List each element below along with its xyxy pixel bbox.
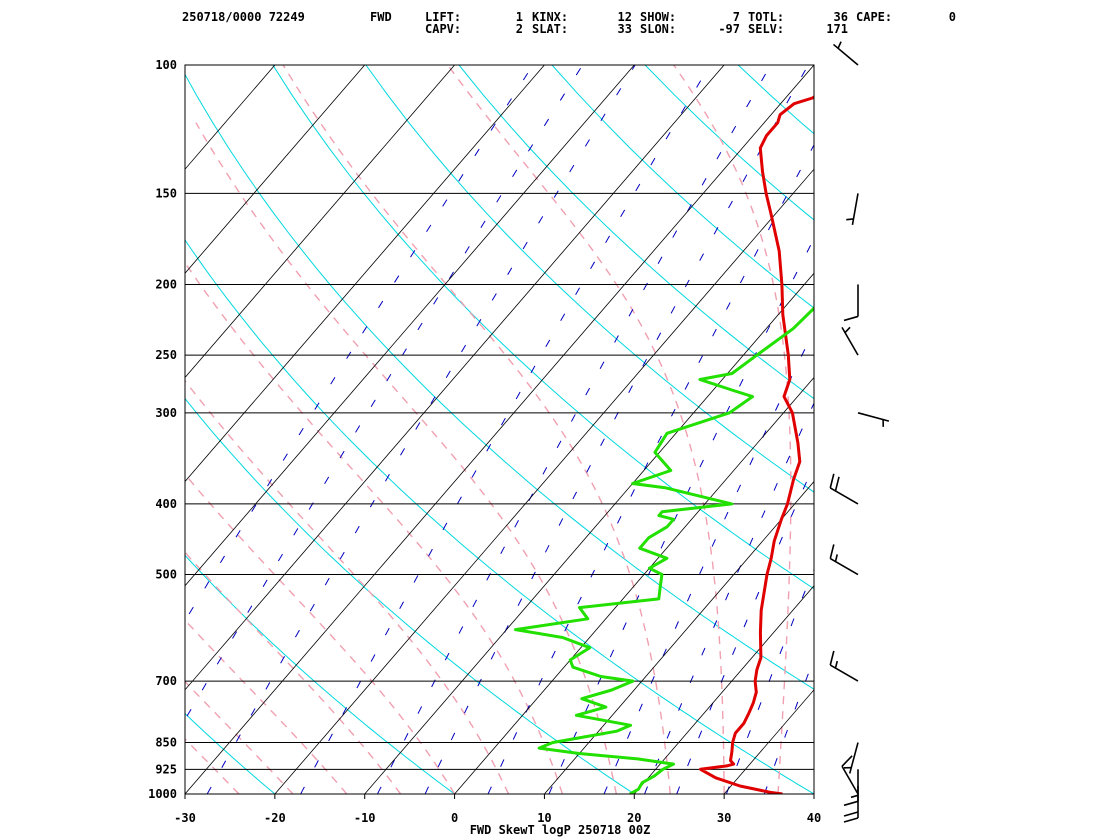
moist-adiabat-line [673,65,792,794]
pressure-tick-label: 250 [155,348,177,362]
temperature-tick-label: 30 [717,811,731,825]
isotherm-line [185,65,276,170]
temperature-tick-label: 40 [807,811,821,825]
pressure-tick-label: 100 [155,58,177,72]
index-label-slon: SLON: [640,22,677,36]
wind-barb [832,41,859,66]
index-value-cape: 0 [948,10,956,24]
wind-barb [841,326,859,356]
index-label-totl: TOTL: [748,10,785,24]
pressure-tick-label: 700 [155,674,177,688]
temperature-profile-line [699,95,814,794]
index-label-cape: CAPE: [856,10,893,24]
mixing-ratio-line [206,65,636,794]
isotherm-line [633,585,814,794]
isotherm-line [544,480,814,794]
isotherm-line [274,168,814,794]
moist-adiabat-line [185,379,510,794]
pressure-tick-label: 925 [155,762,177,776]
pressure-tick-label: 500 [155,568,177,582]
pressure-tick-label: 300 [155,406,177,420]
mixing-ratio-line [377,65,772,794]
mixing-ratio-line [300,65,711,794]
isotherm-line [723,689,814,794]
temperature-tick-label: 0 [451,811,458,825]
wind-barb [843,769,859,807]
index-value-show: 7 [732,10,740,24]
isotherm-line [0,65,5,794]
wind-barb [829,473,859,505]
dry-adiabat-line [551,65,814,309]
moist-adiabat-line [282,65,671,794]
moist-adiabat-line [195,122,617,794]
moist-adiabat-line [185,680,294,794]
wind-barb [829,650,859,682]
wind-barb [857,412,890,427]
index-label-capv: CAPV: [425,22,462,36]
index-value-slat: 33 [617,22,632,36]
pressure-tick-label: 150 [155,186,177,200]
temperature-tick-label: -20 [264,811,286,825]
pressure-tick-label: 850 [155,736,177,750]
index-value-slon: -97 [718,22,740,36]
wind-barb [843,742,859,774]
index-label-lift: LIFT: [425,10,462,24]
dry-adiabat-line [644,65,814,221]
mixing-ratio-line [185,65,584,721]
index-label-show: SHOW: [640,10,677,24]
dewpoint-profile-line [514,306,814,794]
mixing-ratio-line [725,568,814,794]
dry-adiabat-line [185,712,276,794]
index-value-totl: 36 [833,10,848,24]
isotherm-line [185,65,545,483]
mixing-ratio-line [676,463,814,794]
index-label-kinx: KINX: [532,10,569,24]
mixing-ratio-line [424,65,809,794]
wind-barb [843,284,859,322]
temperature-tick-label: 10 [537,811,551,825]
isotherm-line [185,65,725,691]
isotherm-line [813,793,814,794]
station-id: FWD [370,10,392,24]
dry-adiabat-line [831,65,1120,794]
index-value-selv: 171 [826,22,848,36]
index-value-capv: 2 [515,22,523,36]
isotherm-line [185,65,455,379]
moist-adiabat-line [185,737,240,794]
mixing-ratio-line [185,65,534,622]
sounding-stamp: 250718/0000 72249 [182,10,305,24]
temperature-tick-label: -10 [354,811,376,825]
isotherm-line [185,65,366,274]
chart-title: FWD SkewT logP 250718 00Z [470,823,651,837]
moist-adiabat-line [185,551,402,794]
dry-adiabat-line [185,73,814,690]
plot-frame [184,64,815,795]
mixing-ratio-line [763,657,814,794]
isotherm-line [185,65,814,794]
index-value-kinx: 12 [617,10,632,24]
index-label-selv: SELV: [748,22,785,36]
wind-barb [846,193,859,226]
dry-adiabat-line [272,65,814,590]
isotherm-line [185,65,635,587]
moist-adiabat-line [185,473,456,794]
pressure-tick-label: 400 [155,497,177,511]
wind-barb [841,755,859,795]
wind-barb [829,544,859,576]
index-label-slat: SLAT: [532,22,569,36]
index-value-lift: 1 [515,10,523,24]
temperature-tick-label: 20 [627,811,641,825]
temperature-tick-label: -30 [174,811,196,825]
isotherm-line [454,376,814,794]
isotherm-line [0,65,95,794]
moist-adiabat-line [185,261,564,794]
pressure-tick-label: 1000 [148,787,177,801]
pressure-tick-label: 200 [155,277,177,291]
mixing-ratio-line [644,401,814,794]
